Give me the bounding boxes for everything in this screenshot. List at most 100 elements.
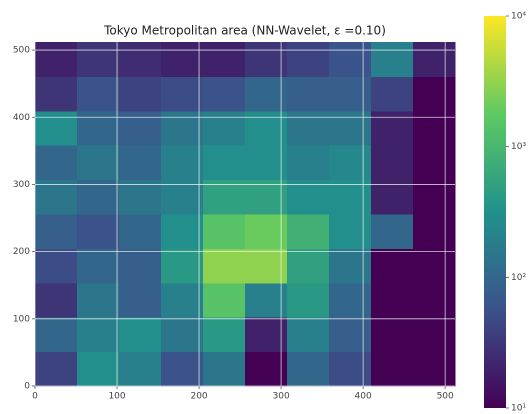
heatmap-cell	[287, 42, 330, 77]
x-tick-label: 300	[273, 392, 290, 402]
heatmap-cell	[35, 317, 78, 352]
y-tick-label: 0	[24, 382, 30, 392]
heatmap-cell	[329, 352, 372, 387]
heatmap-cell	[161, 145, 204, 180]
heatmap-cell	[77, 42, 120, 77]
heatmap-cell	[413, 111, 456, 146]
heatmap-cell	[119, 317, 162, 352]
heatmap-cell	[413, 76, 456, 111]
heatmap-cell	[371, 145, 414, 180]
heatmap-cell	[77, 145, 120, 180]
heatmap-cell	[161, 76, 204, 111]
heatmap-cell	[329, 111, 372, 146]
heatmap-cell	[119, 352, 162, 387]
y-tick-label: 200	[13, 247, 30, 257]
heatmap-cell	[329, 76, 372, 111]
y-tick-label: 100	[13, 314, 30, 324]
heatmap-cell	[203, 317, 246, 352]
chart-title: Tokyo Metropolitan area (NN-Wavelet, ε =…	[103, 24, 386, 38]
heatmap-cell	[203, 352, 246, 387]
heatmap-cell	[77, 352, 120, 387]
heatmap-cell	[203, 283, 246, 318]
heatmap-cell	[203, 248, 246, 283]
heatmap-cell	[119, 76, 162, 111]
y-tick-label: 400	[13, 113, 30, 123]
heatmap-cell	[371, 352, 414, 387]
heatmap-cell	[371, 317, 414, 352]
heatmap-cell	[287, 283, 330, 318]
x-tick-label: 200	[190, 392, 207, 402]
heatmap-cell	[371, 214, 414, 249]
heatmap-cell	[35, 76, 78, 111]
heatmap-cell	[371, 111, 414, 146]
heatmap-cell	[161, 283, 204, 318]
heatmap-cell	[35, 42, 78, 77]
heatmap-cell	[329, 248, 372, 283]
x-tick-label: 100	[108, 392, 125, 402]
heatmap-cell	[35, 283, 78, 318]
heatmap-cell	[35, 111, 78, 146]
heatmap-cell	[77, 283, 120, 318]
heatmap-cell	[77, 317, 120, 352]
heatmap-cell	[371, 76, 414, 111]
heatmap-cell	[161, 352, 204, 387]
heatmap-cell	[35, 248, 78, 283]
heatmap-cell	[287, 145, 330, 180]
y-tick-label: 300	[13, 180, 30, 190]
heatmap-cell	[119, 111, 162, 146]
heatmap-cell	[287, 214, 330, 249]
heatmap-cell	[329, 145, 372, 180]
heatmap-cell	[371, 42, 414, 77]
heatmap-cell	[413, 352, 456, 387]
heatmap-cell	[329, 42, 372, 77]
heatmap-cell	[77, 214, 120, 249]
heatmap-cell	[203, 111, 246, 146]
colorbar	[484, 16, 506, 408]
heatmap-cell	[77, 248, 120, 283]
heatmap-cell	[119, 283, 162, 318]
heatmap-cell	[35, 145, 78, 180]
heatmap-cell	[287, 248, 330, 283]
heatmap-cell	[161, 214, 204, 249]
heatmap-cell	[35, 214, 78, 249]
heatmap-cell	[161, 111, 204, 146]
heatmap-cell	[35, 352, 78, 387]
colorbar-tick-label: 10³	[511, 142, 526, 152]
heatmap-cell	[77, 111, 120, 146]
x-tick-label: 500	[437, 392, 454, 402]
heatmap-cell	[203, 42, 246, 77]
heatmap-cell	[287, 317, 330, 352]
x-tick-label: 0	[32, 392, 38, 402]
heatmap-cell	[371, 283, 414, 318]
heatmap-cell	[161, 248, 204, 283]
colorbar-tick-label: 10²	[511, 273, 526, 283]
heatmap-cell	[413, 283, 456, 318]
heatmap-cell	[119, 248, 162, 283]
heatmap-cell	[203, 214, 246, 249]
x-tick-label: 400	[355, 392, 372, 402]
heatmap-cell	[287, 352, 330, 387]
heatmap-cell	[77, 76, 120, 111]
heatmap-cell	[413, 214, 456, 249]
heatmap-cell	[119, 214, 162, 249]
colorbar-tick-label: 10¹	[511, 404, 526, 414]
heatmap-cell	[287, 111, 330, 146]
y-tick-label: 500	[13, 46, 30, 56]
heatmap-cell	[413, 145, 456, 180]
heatmap-cell	[371, 248, 414, 283]
heatmap-cell	[413, 42, 456, 77]
heatmap-cell	[161, 42, 204, 77]
heatmap-cell	[329, 317, 372, 352]
heatmap-cell	[329, 283, 372, 318]
heatmap-cell	[413, 317, 456, 352]
heatmap-cell	[287, 76, 330, 111]
heatmap-cell	[119, 42, 162, 77]
heatmap-cell	[413, 248, 456, 283]
heatmap-cell	[329, 214, 372, 249]
chart: Tokyo Metropolitan area (NN-Wavelet, ε =…	[0, 0, 530, 414]
colorbar-tick-label: 10⁴	[511, 12, 526, 22]
heatmap-cell	[203, 76, 246, 111]
heatmap-cell	[119, 145, 162, 180]
heatmap-cell	[203, 145, 246, 180]
heatmap-cell	[161, 317, 204, 352]
